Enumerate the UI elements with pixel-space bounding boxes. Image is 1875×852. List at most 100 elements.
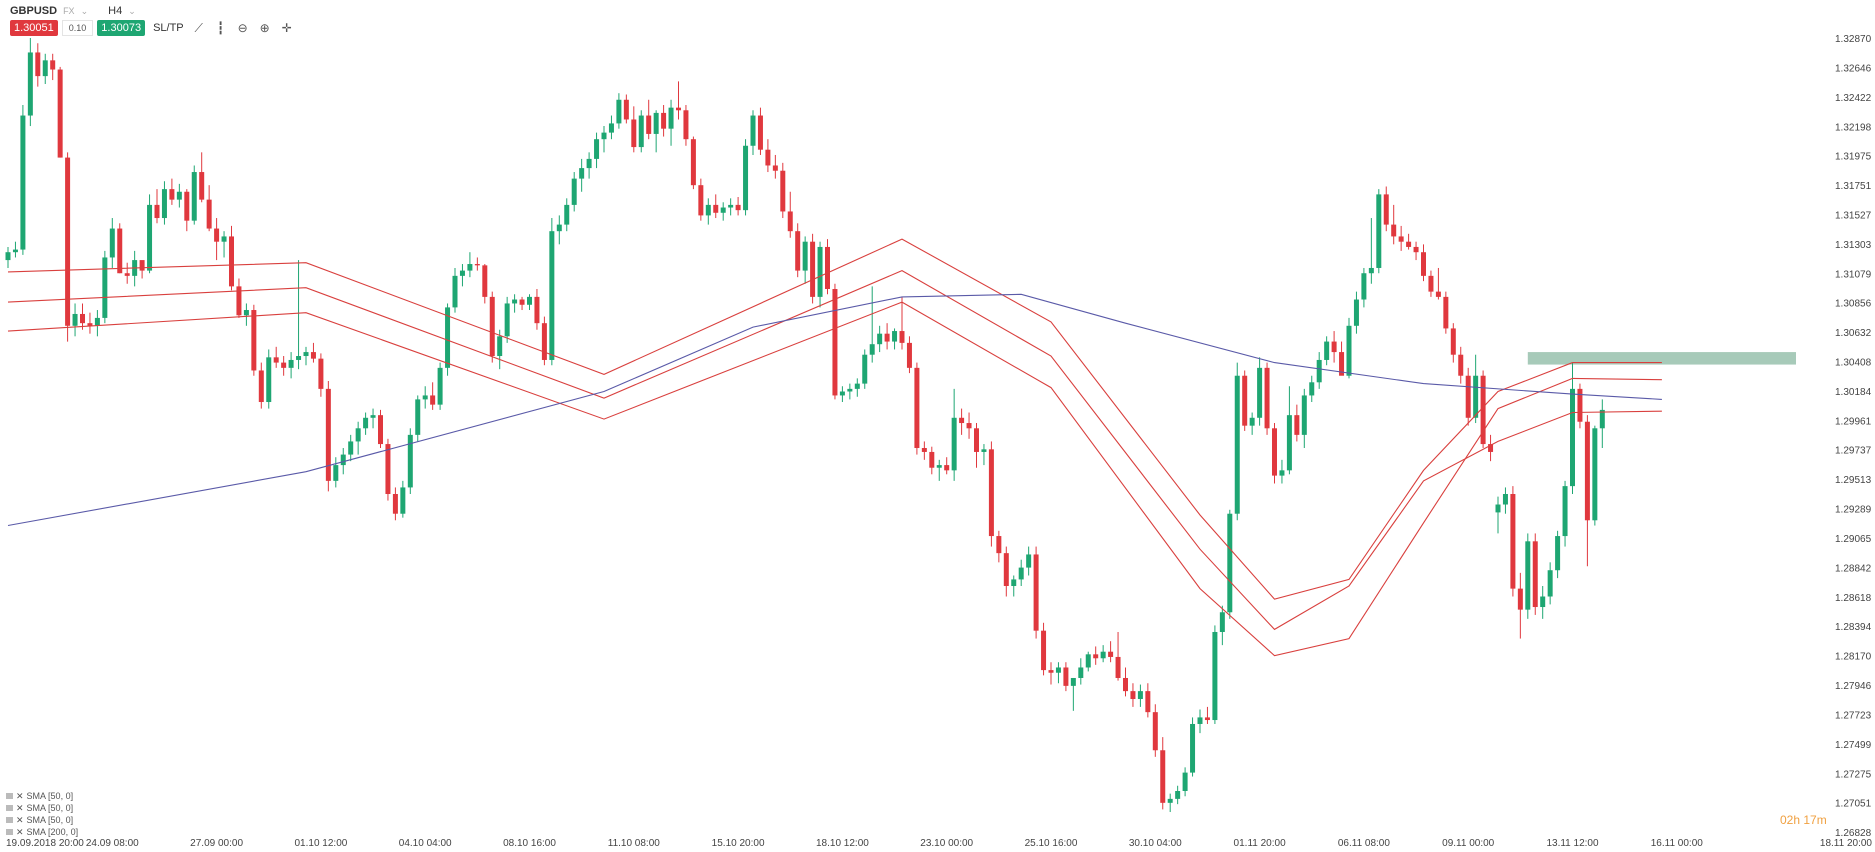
timeframe-dropdown-icon[interactable]: ⌄: [128, 5, 136, 16]
close-icon[interactable]: ✕: [16, 791, 24, 801]
x-tick-label: 18.10 12:00: [816, 838, 869, 849]
candle-body: [981, 449, 987, 452]
candle-body: [318, 358, 324, 389]
candle-body: [1257, 367, 1263, 418]
candle-body: [1346, 325, 1352, 376]
x-tick-label: 11.10 08:00: [608, 838, 661, 849]
crosshair-icon[interactable]: ✛: [281, 21, 292, 35]
candle-body: [594, 139, 600, 159]
candle-body: [1301, 395, 1307, 435]
candle-body: [50, 60, 56, 70]
y-tick-label: 1.31303: [1835, 240, 1872, 251]
candle-body: [623, 99, 629, 120]
symbol-dropdown-icon[interactable]: ⌄: [80, 5, 89, 16]
candle-body: [1055, 667, 1061, 673]
candle-body: [549, 231, 555, 360]
candle-body: [1085, 654, 1091, 668]
candle-body: [452, 275, 458, 308]
candle-body: [787, 211, 793, 232]
candlestick-icon[interactable]: ┇: [217, 21, 225, 35]
timer-minutes: 17m: [1803, 813, 1827, 827]
candle-body: [1294, 415, 1300, 435]
zoom-out-icon[interactable]: ⊖: [237, 21, 248, 35]
indicator-item[interactable]: ✕ SMA [50, 0]: [6, 814, 78, 826]
candle-body: [392, 494, 398, 514]
y-tick-label: 1.27723: [1835, 710, 1872, 721]
indicator-label: SMA [200, 0]: [26, 827, 79, 837]
indicator-color-icon: [6, 793, 13, 799]
y-tick-label: 1.27275: [1835, 769, 1872, 780]
candle-body: [1197, 717, 1203, 724]
indicator-legend: ✕ SMA [50, 0] ✕ SMA [50, 0] ✕ SMA [50, 0] ✕…: [6, 790, 78, 838]
close-icon[interactable]: ✕: [16, 815, 24, 825]
candle-body: [914, 367, 920, 449]
sell-button[interactable]: 1.30051: [10, 20, 58, 36]
candle-body: [1018, 567, 1024, 580]
candle-body: [1540, 596, 1546, 608]
zoom-in-icon[interactable]: ⊕: [259, 21, 270, 35]
candle-body: [705, 204, 711, 216]
x-tick-label: 30.10 04:00: [1129, 838, 1182, 849]
candle-body: [422, 395, 428, 400]
candle-body: [921, 448, 927, 452]
y-tick-label: 1.29961: [1835, 416, 1872, 427]
sltp-button[interactable]: SL/TP: [153, 22, 184, 34]
candle-body: [959, 417, 965, 424]
candle-body: [1078, 667, 1084, 678]
candle-body: [415, 399, 421, 435]
candle-body: [303, 352, 309, 357]
candle-body: [1048, 670, 1054, 673]
candle-body: [839, 391, 845, 396]
candle-body: [124, 273, 130, 276]
y-tick-label: 1.32646: [1835, 63, 1872, 74]
indicator-item[interactable]: ✕ SMA [50, 0]: [6, 790, 78, 802]
line-chart-icon[interactable]: ⟋: [194, 21, 203, 35]
indicator-item[interactable]: ✕ SMA [200, 0]: [6, 826, 78, 838]
candle-body: [899, 331, 905, 343]
y-tick-label: 1.28842: [1835, 563, 1872, 574]
sma50-line: [7, 269, 1662, 631]
indicator-label: SMA [50, 0]: [26, 803, 74, 813]
candle-body: [608, 123, 614, 133]
candle-body: [951, 417, 957, 471]
candle-body: [810, 241, 816, 297]
candle-body: [1435, 291, 1441, 297]
candle-body: [1108, 651, 1114, 657]
candle-body: [571, 178, 577, 205]
candle-body: [1577, 388, 1583, 422]
y-tick-label: 1.31527: [1835, 210, 1872, 221]
candle-body: [616, 99, 622, 124]
x-tick-label: 01.11 20:00: [1234, 838, 1287, 849]
candle-body: [1003, 553, 1009, 586]
x-tick-label: 15.10 20:00: [712, 838, 765, 849]
candle-body: [1398, 236, 1404, 242]
buy-button[interactable]: 1.30073: [97, 20, 146, 36]
symbol-bar: GBPUSD FX ⌄ H4 ⌄: [10, 4, 136, 18]
candle-body: [690, 139, 696, 186]
candle-body: [1123, 677, 1128, 692]
candle-body: [251, 310, 257, 371]
timeframe-selector[interactable]: H4: [108, 5, 123, 17]
close-icon[interactable]: ✕: [16, 803, 24, 813]
candle-body: [206, 199, 212, 229]
candle-body: [229, 236, 234, 287]
candle-body: [27, 52, 33, 116]
x-tick-label: 06.11 08:00: [1338, 838, 1391, 849]
y-tick-label: 1.28170: [1835, 652, 1872, 663]
indicator-item[interactable]: ✕ SMA [50, 0]: [6, 802, 78, 814]
quantity-input[interactable]: 0.10: [61, 20, 94, 36]
candle-body: [534, 296, 540, 324]
timer-hours: 02h: [1780, 813, 1801, 827]
candle-body: [527, 296, 532, 305]
candle-body: [355, 428, 361, 442]
candle-body: [653, 112, 659, 134]
candle-body: [363, 417, 369, 429]
x-tick-label: 08.10 16:00: [503, 838, 556, 849]
sma50-line: [7, 301, 1662, 657]
close-icon[interactable]: ✕: [16, 827, 24, 837]
symbol-label[interactable]: GBPUSD: [10, 5, 58, 17]
candle-body: [1562, 486, 1568, 537]
candle-body: [497, 336, 503, 357]
y-tick-label: 1.27946: [1835, 681, 1872, 692]
